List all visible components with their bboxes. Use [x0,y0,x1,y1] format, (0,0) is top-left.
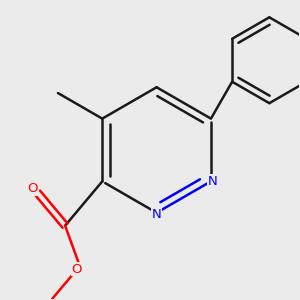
Text: O: O [71,263,82,276]
Text: N: N [152,208,161,221]
Text: O: O [27,182,38,195]
Text: N: N [208,175,218,188]
